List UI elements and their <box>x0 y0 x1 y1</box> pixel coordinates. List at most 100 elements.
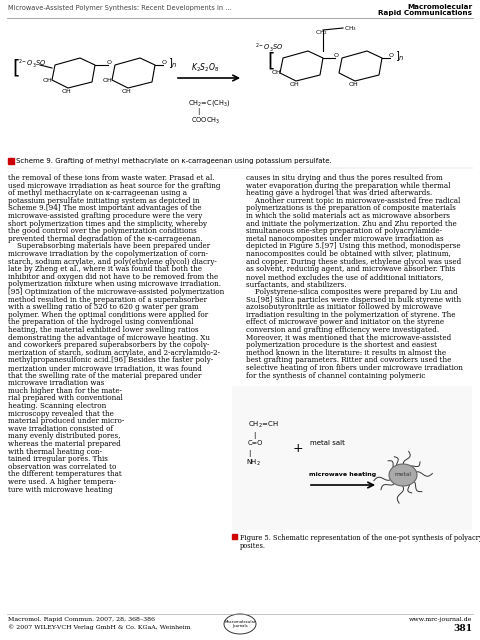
Text: the good control over the polymerization conditions: the good control over the polymerization… <box>8 227 197 235</box>
Text: method known in the literature: it results in almost the: method known in the literature: it resul… <box>246 349 446 356</box>
Text: potassium persulfate initiating system as depicted in: potassium persulfate initiating system a… <box>8 197 200 205</box>
Text: OH: OH <box>62 89 72 94</box>
Text: |: | <box>253 432 255 439</box>
Text: Macromol. Rapid Commun. 2007, 28, 368–386: Macromol. Rapid Commun. 2007, 28, 368–38… <box>8 617 155 622</box>
Text: $^{2-}O_3SO$: $^{2-}O_3SO$ <box>18 58 47 70</box>
Text: COOCH$_3$: COOCH$_3$ <box>191 116 220 126</box>
Text: of methyl methacrylate on κ-carrageenan using a: of methyl methacrylate on κ-carrageenan … <box>8 189 187 197</box>
Text: material produced under micro-: material produced under micro- <box>8 417 124 425</box>
Text: microwave irradiation was: microwave irradiation was <box>8 379 104 387</box>
Text: and coworkers prepared superabsorbers by the copoly-: and coworkers prepared superabsorbers by… <box>8 341 209 349</box>
Text: conversion and grafting efficiency were investigated.: conversion and grafting efficiency were … <box>246 326 439 334</box>
Text: merization of starch, sodium acrylate, and 2-acrylamido-2-: merization of starch, sodium acrylate, a… <box>8 349 220 356</box>
Text: metal salt: metal salt <box>310 440 345 446</box>
Text: many evenly distributed pores,: many evenly distributed pores, <box>8 433 120 440</box>
Text: polymerizations is the preparation of composite materials: polymerizations is the preparation of co… <box>246 204 456 212</box>
Text: [: [ <box>267 51 275 70</box>
Text: OH: OH <box>103 78 113 83</box>
Text: ]$_n$: ]$_n$ <box>168 56 178 70</box>
Text: © 2007 WILEY-VCH Verlag GmbH & Co. KGaA, Weinheim: © 2007 WILEY-VCH Verlag GmbH & Co. KGaA,… <box>8 624 191 630</box>
Text: O: O <box>334 53 339 58</box>
Text: Moreover, it was mentioned that the microwave-assisted: Moreover, it was mentioned that the micr… <box>246 333 451 342</box>
Text: the removal of these ions from waste water. Prasad et al.: the removal of these ions from waste wat… <box>8 174 215 182</box>
Text: water evaporation during the preparation while thermal: water evaporation during the preparation… <box>246 182 451 189</box>
Text: metal: metal <box>395 472 411 477</box>
Text: the preparation of the hydrogel using conventional: the preparation of the hydrogel using co… <box>8 318 193 326</box>
Ellipse shape <box>224 614 256 634</box>
Text: heating gave a hydrogel that was dried afterwards.: heating gave a hydrogel that was dried a… <box>246 189 432 197</box>
Text: the different temperatures that: the different temperatures that <box>8 470 122 478</box>
Text: Microwave-Assisted Polymer Synthesis: Recent Developments in ...: Microwave-Assisted Polymer Synthesis: Re… <box>8 5 232 11</box>
Text: late by Zheng et al., where it was found that both the: late by Zheng et al., where it was found… <box>8 265 202 273</box>
Text: heating, the material exhibited lower swelling ratios: heating, the material exhibited lower sw… <box>8 326 199 334</box>
Text: posites.: posites. <box>240 542 266 550</box>
Text: microwave heating: microwave heating <box>310 472 377 477</box>
Text: were used. A higher tempera-: were used. A higher tempera- <box>8 478 116 486</box>
Text: O: O <box>107 60 112 65</box>
Text: in which the solid materials act as microwave absorbers: in which the solid materials act as micr… <box>246 212 450 220</box>
Text: merization under microwave irradiation, it was found: merization under microwave irradiation, … <box>8 364 202 372</box>
Text: inhibitor and oxygen did not have to be removed from the: inhibitor and oxygen did not have to be … <box>8 273 218 281</box>
Text: and copper. During these studies, ethylene glycol was used: and copper. During these studies, ethyle… <box>246 257 461 266</box>
Text: microwave irradiation by the copolymerization of corn-: microwave irradiation by the copolymeriz… <box>8 250 208 258</box>
Text: OH: OH <box>43 78 53 83</box>
Text: heating. Scanning electron: heating. Scanning electron <box>8 402 106 410</box>
Text: [95] Optimization of the microwave-assisted polymerization: [95] Optimization of the microwave-assis… <box>8 288 224 296</box>
Text: methylpropanesulfonic acid.[96] Besides the faster poly-: methylpropanesulfonic acid.[96] Besides … <box>8 356 213 364</box>
Text: CH$_3$: CH$_3$ <box>344 24 357 33</box>
Text: Su.[98] Silica particles were dispersed in bulk styrene with: Su.[98] Silica particles were dispersed … <box>246 296 461 303</box>
Text: www.mrc-journal.de: www.mrc-journal.de <box>408 617 472 622</box>
Text: short polymerization times and the simplicity, whereby: short polymerization times and the simpl… <box>8 220 207 228</box>
Text: used microwave irradiation as heat source for the grafting: used microwave irradiation as heat sourc… <box>8 182 220 189</box>
Text: surfactants, and stabilizers.: surfactants, and stabilizers. <box>246 280 347 289</box>
Text: 381: 381 <box>453 624 472 633</box>
Text: rial prepared with conventional: rial prepared with conventional <box>8 394 123 403</box>
Text: $K_2S_2O_8$: $K_2S_2O_8$ <box>191 62 219 74</box>
Text: irradiation resulting in the polymerization of styrene. The: irradiation resulting in the polymerizat… <box>246 311 456 319</box>
Text: Scheme 9. Grafting of methyl methacrylate on κ-carrageenan using potassium persu: Scheme 9. Grafting of methyl methacrylat… <box>16 158 332 164</box>
Text: +: + <box>293 442 303 455</box>
Text: Macromolecular
Journals: Macromolecular Journals <box>224 620 256 628</box>
Text: Polystyrene-silica composites were prepared by Liu and: Polystyrene-silica composites were prepa… <box>246 288 457 296</box>
Text: demonstrating the advantage of microwave heating. Xu: demonstrating the advantage of microwave… <box>8 333 210 342</box>
Text: depicted in Figure 5.[97] Using this method, monodisperse: depicted in Figure 5.[97] Using this met… <box>246 243 461 250</box>
Text: O: O <box>162 60 167 65</box>
Text: polymerization procedure is the shortest and easiest: polymerization procedure is the shortest… <box>246 341 437 349</box>
Text: with a swelling ratio of 520 to 620 g water per gram: with a swelling ratio of 520 to 620 g wa… <box>8 303 199 311</box>
Text: wave irradiation consisted of: wave irradiation consisted of <box>8 425 113 433</box>
Ellipse shape <box>389 464 417 486</box>
Text: effect of microwave power and initiator on the styrene: effect of microwave power and initiator … <box>246 318 444 326</box>
Text: |: | <box>197 108 199 115</box>
Text: OH: OH <box>290 82 300 87</box>
Text: observation was correlated to: observation was correlated to <box>8 463 116 471</box>
FancyBboxPatch shape <box>232 386 472 530</box>
Text: novel method excludes the use of additional initiators,: novel method excludes the use of additio… <box>246 273 444 281</box>
Text: simultaneous one-step preparation of polyacrylamide-: simultaneous one-step preparation of pol… <box>246 227 442 235</box>
Text: metal nanocomposites under microwave irradiation as: metal nanocomposites under microwave irr… <box>246 235 444 243</box>
Text: $^{2-}O_3SO$: $^{2-}O_3SO$ <box>255 42 283 54</box>
Text: ]$_n$: ]$_n$ <box>395 49 405 63</box>
Text: [: [ <box>12 58 20 77</box>
Text: Superabsorbing materials have been prepared under: Superabsorbing materials have been prepa… <box>8 243 210 250</box>
Text: Figure 5. Schematic representation of the one-pot synthesis of polyacrylamide-me: Figure 5. Schematic representation of th… <box>240 534 480 542</box>
Text: starch, sodium acrylate, and poly(ethylene glycol) diacry-: starch, sodium acrylate, and poly(ethyle… <box>8 257 217 266</box>
Text: CH$_2$=CH: CH$_2$=CH <box>248 420 279 430</box>
Text: O: O <box>389 53 394 58</box>
Text: CH$_2$=C(CH$_3$): CH$_2$=C(CH$_3$) <box>188 98 230 108</box>
Text: prevented thermal degradation of the κ-carrageenan.: prevented thermal degradation of the κ-c… <box>8 235 203 243</box>
Text: NH$_2$: NH$_2$ <box>246 458 261 468</box>
Text: whereas the material prepared: whereas the material prepared <box>8 440 121 448</box>
Text: tained irregular pores. This: tained irregular pores. This <box>8 455 108 463</box>
Text: best grafting parameters. Ritter and coworkers used the: best grafting parameters. Ritter and cow… <box>246 356 451 364</box>
Text: microwave-assisted grafting procedure were the very: microwave-assisted grafting procedure we… <box>8 212 202 220</box>
Text: selective heating of iron fibers under microwave irradiation: selective heating of iron fibers under m… <box>246 364 463 372</box>
Text: Another current topic in microwave-assisted free radical: Another current topic in microwave-assis… <box>246 197 460 205</box>
Text: causes in situ drying and thus the pores resulted from: causes in situ drying and thus the pores… <box>246 174 443 182</box>
Bar <box>232 534 237 539</box>
Text: much higher than for the mate-: much higher than for the mate- <box>8 387 122 395</box>
FancyBboxPatch shape <box>8 22 472 152</box>
Text: CH$_2$: CH$_2$ <box>315 28 328 37</box>
Text: Rapid Communications: Rapid Communications <box>378 10 472 16</box>
Text: with thermal heating con-: with thermal heating con- <box>8 447 102 456</box>
Text: for the synthesis of channel containing polymeric: for the synthesis of channel containing … <box>246 372 425 380</box>
